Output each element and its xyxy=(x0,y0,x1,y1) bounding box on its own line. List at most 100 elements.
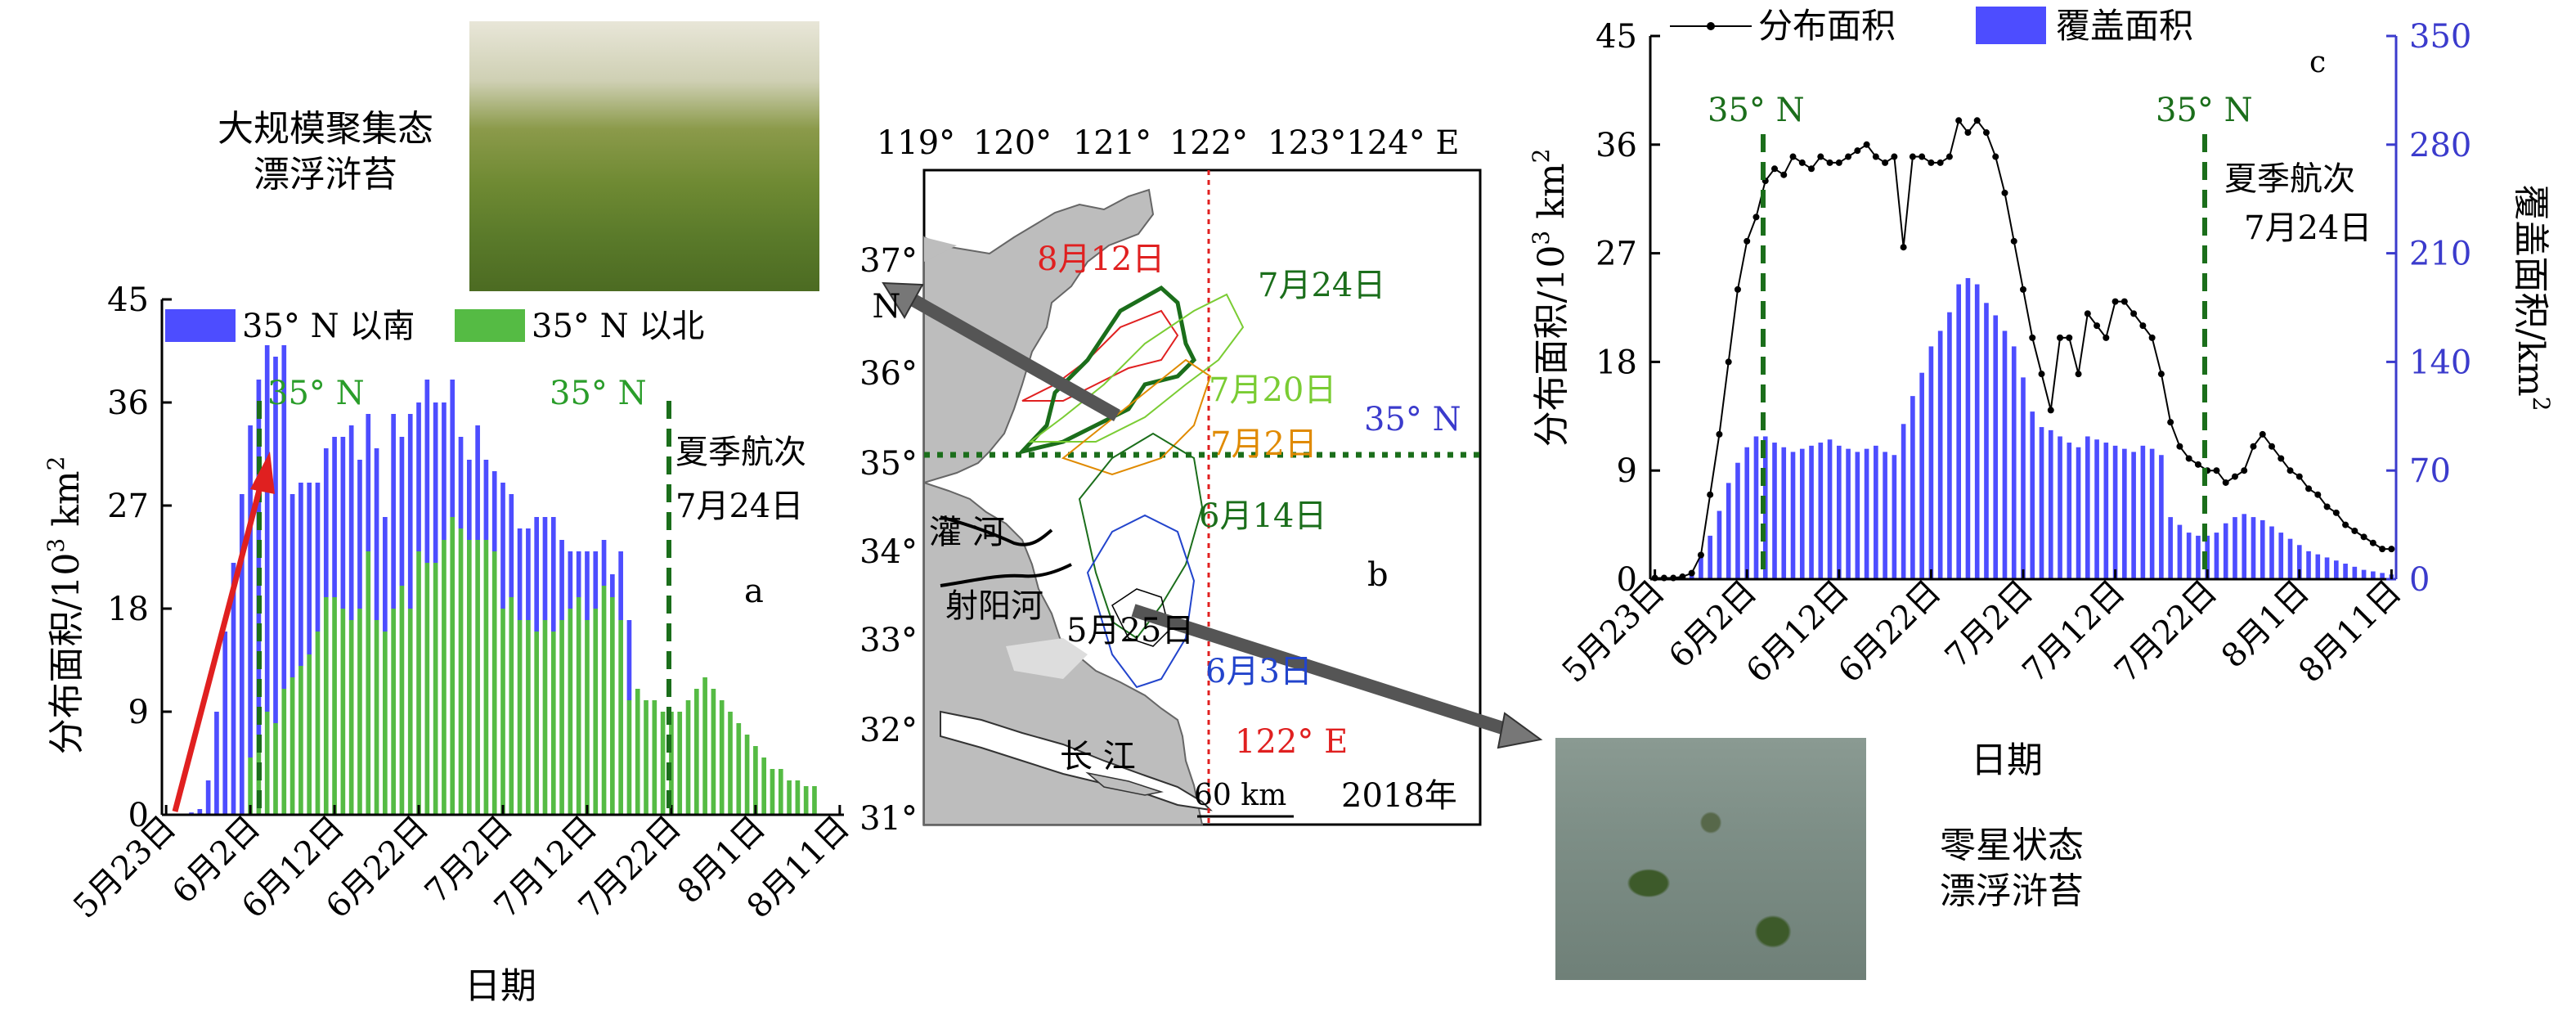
line-point xyxy=(2241,467,2248,474)
legend-bar-swatch xyxy=(1976,7,2046,44)
line-point xyxy=(1909,153,1916,160)
map-122e-label: 122° E xyxy=(1235,723,1348,761)
bar-north xyxy=(273,723,278,815)
panel-c-ylabel-right: 覆盖面积/km2 xyxy=(2510,184,2555,411)
panel-c-ytick-label: 36 xyxy=(1595,127,1637,164)
bar-south xyxy=(357,460,362,609)
bar-north xyxy=(374,620,379,815)
line-point xyxy=(2194,461,2201,468)
bar-coverage xyxy=(2296,545,2302,579)
bar-coverage xyxy=(1708,535,1712,579)
panel-a-cruise-label-1: 夏季航次 xyxy=(675,434,806,471)
panel-c-ytick-label: 45 xyxy=(1595,18,1637,56)
panel-a-letter: a xyxy=(744,573,764,610)
map-date-0720: 7月20日 xyxy=(1209,371,1336,409)
line-point xyxy=(2157,371,2165,378)
bar-south xyxy=(442,402,447,540)
map-date-0525: 5月25日 xyxy=(1066,612,1194,650)
bar-north xyxy=(761,758,767,815)
bar-north xyxy=(383,632,388,815)
panel-c-xtick-label: 6月22日 xyxy=(1831,573,1948,690)
line-point xyxy=(1854,147,1861,155)
bar-coverage xyxy=(1965,277,1971,579)
bar-coverage xyxy=(1901,424,1906,579)
line-point xyxy=(1882,159,1889,166)
bar-south xyxy=(197,809,203,815)
bar-south xyxy=(593,551,599,609)
bar-coverage xyxy=(2021,377,2026,579)
line-point xyxy=(2176,443,2183,450)
bar-south xyxy=(500,483,505,609)
panel-c-cruise-label-1: 夏季航次 xyxy=(2224,160,2355,198)
bar-north xyxy=(407,609,413,815)
bar-coverage xyxy=(2048,429,2053,579)
line-point xyxy=(1982,129,1990,137)
bar-north xyxy=(517,620,523,815)
line-point xyxy=(2029,334,2036,341)
line-point xyxy=(1945,153,1953,160)
bar-north xyxy=(483,540,489,815)
panel-c-35n-label-2: 35° N xyxy=(2156,92,2253,129)
bar-north xyxy=(500,609,505,815)
bar-coverage xyxy=(2196,535,2201,579)
map-lat-tick-31: 31° xyxy=(859,800,918,838)
bar-south xyxy=(450,380,456,517)
bar-north xyxy=(711,689,716,815)
bar-coverage xyxy=(1753,436,1759,579)
bar-south xyxy=(585,551,590,620)
bar-coverage xyxy=(1809,445,1814,579)
bar-north xyxy=(610,597,615,815)
bar-north xyxy=(315,632,321,815)
bar-north xyxy=(340,609,346,815)
bar-north xyxy=(744,735,750,815)
bar-north xyxy=(442,540,447,815)
panel-c-cruise-label-2: 7月24日 xyxy=(2244,209,2372,247)
bar-south xyxy=(315,483,321,632)
bar-south xyxy=(542,517,548,620)
map-lon-tick-122: 122° xyxy=(1169,124,1248,162)
panel-c-xlabel: 日期 xyxy=(1971,740,2043,781)
line-point xyxy=(1752,214,1760,221)
bar-coverage xyxy=(1928,346,1934,579)
bar-south xyxy=(610,574,615,597)
map-lat-tick-36: 36° xyxy=(859,355,918,393)
panel-a-red-arrow-head xyxy=(250,452,275,494)
panel-c-ytick-right-label: 210 xyxy=(2409,236,2471,273)
bar-north xyxy=(491,551,497,815)
line-point xyxy=(1919,153,1926,160)
bar-coverage xyxy=(2223,523,2228,579)
bar-coverage xyxy=(2278,533,2284,579)
map-contour-0720 xyxy=(1028,293,1245,443)
bar-coverage xyxy=(2361,569,2367,579)
legend-bar-label: 覆盖面积 xyxy=(2056,6,2193,46)
map-date-0614: 6月14日 xyxy=(1199,497,1326,535)
line-point xyxy=(1863,141,1870,148)
map-river-sheyang-label: 射阳河 xyxy=(945,587,1043,625)
bar-north xyxy=(550,632,556,815)
bar-north xyxy=(693,689,699,815)
bar-coverage xyxy=(2334,560,2339,579)
bar-south xyxy=(475,425,480,540)
bar-coverage xyxy=(2094,439,2099,579)
line-point xyxy=(2250,443,2257,450)
bar-coverage xyxy=(1735,462,1740,579)
bar-coverage xyxy=(1772,443,1777,579)
panel-c-line xyxy=(1651,117,2395,582)
bar-south xyxy=(626,620,632,700)
panel-a-ytick-label: 18 xyxy=(107,591,149,628)
bar-coverage xyxy=(2371,571,2376,579)
bar-coverage xyxy=(2260,519,2265,579)
panel-c-ytick-right-label: 350 xyxy=(2409,18,2471,56)
line-point xyxy=(1707,491,1714,498)
line-point xyxy=(1835,159,1842,166)
legend-line-label: 分布面积 xyxy=(1758,6,1896,46)
bar-coverage xyxy=(2039,427,2044,579)
bar-coverage xyxy=(2140,445,2146,579)
line-point xyxy=(1872,153,1879,160)
bar-coverage xyxy=(1818,443,1824,579)
bar-coverage xyxy=(2112,445,2118,579)
bar-north xyxy=(728,712,733,815)
bar-coverage xyxy=(2306,551,2311,579)
panel-c-xtick-label: 6月12日 xyxy=(1739,573,1856,690)
line-point xyxy=(2148,334,2156,341)
